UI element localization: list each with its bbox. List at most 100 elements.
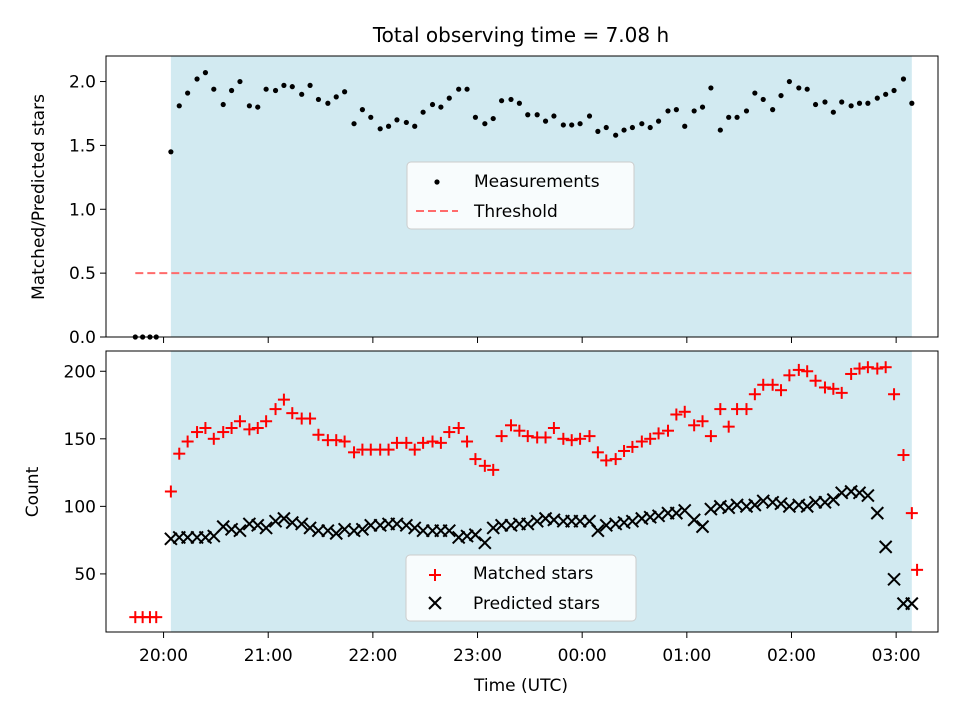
measurement-point	[560, 122, 566, 128]
measurement-point	[900, 76, 907, 82]
measurement-point	[508, 96, 514, 103]
predicted-point	[818, 495, 832, 510]
predicted-point	[887, 572, 901, 587]
measurement-point	[472, 114, 479, 120]
matched-point	[818, 381, 831, 394]
x-tick-label: 20:00	[139, 646, 188, 666]
predicted-point	[774, 496, 788, 511]
matched-point	[557, 432, 570, 445]
measurement-point	[778, 92, 784, 99]
measurement-point	[176, 103, 182, 109]
top-y-axis-label: Matched/Predicted stars	[29, 94, 49, 300]
matched-point	[443, 426, 456, 439]
measurement-point	[315, 96, 322, 103]
matched-point	[286, 407, 299, 420]
measurement-point	[307, 82, 313, 88]
measurement-point	[752, 90, 758, 96]
measurement-point	[534, 112, 540, 118]
bottom-axes-frame	[105, 350, 939, 633]
y-tick-label: 0.0	[69, 328, 96, 348]
matched-point	[207, 432, 220, 445]
measurement-point	[665, 108, 671, 114]
measurement-point	[760, 96, 766, 103]
x-tick-label: 22:00	[348, 646, 397, 666]
matched-point	[688, 419, 701, 432]
predicted-point	[625, 514, 640, 528]
matched-point	[330, 434, 343, 447]
measurement-point	[420, 109, 426, 115]
matched-point	[618, 444, 631, 457]
measurement-point	[403, 119, 409, 126]
matched-point	[382, 443, 395, 456]
measurement-point	[255, 104, 261, 110]
x-tick-label: 02:00	[767, 646, 816, 666]
matched-point	[600, 454, 613, 467]
matched-point	[461, 435, 474, 448]
matched-point	[173, 447, 186, 460]
bottom-legend: Matched stars Predicted stars	[405, 554, 637, 622]
matched-point	[312, 428, 325, 441]
measurement-point	[438, 104, 444, 110]
matched-point	[888, 388, 901, 401]
matched-point	[748, 388, 761, 401]
predicted-point	[852, 486, 867, 500]
measurement-point	[569, 122, 575, 128]
matched-point	[505, 419, 518, 432]
matched-point	[801, 365, 814, 378]
measurement-point	[211, 86, 217, 92]
measurement-point	[272, 87, 279, 94]
legend-marker-measurements	[434, 179, 440, 185]
bottom-y-ticks: 50 100 150 200	[64, 362, 106, 585]
matched-point	[150, 611, 163, 624]
measurement-points	[132, 70, 915, 340]
matched-point	[434, 436, 447, 449]
measurement-point	[655, 118, 662, 124]
matched-point	[513, 424, 526, 437]
measurement-point	[691, 108, 697, 114]
y-tick-label: 50	[74, 565, 96, 585]
predicted-point	[826, 492, 841, 507]
predicted-point	[180, 530, 195, 545]
matched-point	[304, 412, 317, 425]
matched-point	[251, 422, 264, 435]
measurement-point	[359, 107, 366, 113]
predicted-point	[355, 522, 370, 537]
y-tick-label: 100	[64, 497, 96, 517]
predicted-point	[321, 523, 335, 538]
matched-point	[452, 422, 465, 435]
measurement-point	[194, 76, 200, 82]
matched-point	[408, 443, 421, 456]
predicted-point	[442, 523, 456, 538]
matched-point	[191, 426, 204, 439]
predicted-stars-points	[164, 484, 919, 611]
x-tick-label: 03:00	[872, 646, 921, 666]
predicted-point	[233, 523, 247, 538]
matched-point	[879, 361, 892, 374]
x-tick-label: 00:00	[558, 646, 607, 666]
measurement-point	[525, 112, 531, 118]
matched-point	[469, 453, 482, 466]
measurement-point	[603, 124, 609, 131]
predicted-point	[294, 517, 309, 531]
legend-label-threshold: Threshold	[473, 202, 558, 222]
measurement-point	[874, 95, 880, 101]
y-tick-label: 150	[64, 430, 96, 450]
measurement-point	[228, 87, 235, 94]
predicted-point	[905, 596, 919, 611]
predicted-point	[478, 536, 492, 550]
y-tick-label: 0.5	[69, 264, 96, 284]
matched-point	[704, 430, 717, 443]
measurement-point	[708, 85, 714, 91]
measurement-point	[673, 107, 679, 113]
measurement-point	[796, 85, 802, 91]
measurement-point	[883, 91, 889, 97]
matched-point	[495, 430, 508, 443]
matched-point	[661, 424, 674, 437]
matched-point	[792, 363, 805, 376]
measurement-point	[909, 100, 915, 106]
measurement-point	[299, 91, 305, 97]
matched-point	[199, 422, 212, 435]
measurement-point	[647, 124, 653, 131]
matched-point	[260, 415, 273, 428]
predicted-point	[486, 521, 500, 535]
